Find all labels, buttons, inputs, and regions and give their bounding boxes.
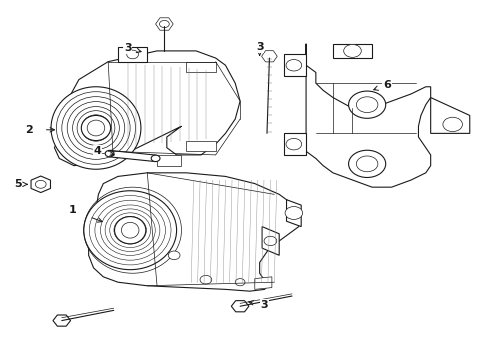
Polygon shape (255, 277, 272, 289)
Polygon shape (287, 200, 301, 226)
Circle shape (348, 91, 386, 118)
Text: 3: 3 (256, 42, 264, 52)
Polygon shape (118, 47, 147, 62)
Polygon shape (306, 44, 431, 187)
Ellipse shape (115, 217, 146, 244)
Circle shape (127, 50, 139, 59)
Circle shape (343, 44, 361, 57)
Circle shape (348, 150, 386, 177)
Polygon shape (431, 98, 470, 134)
Circle shape (356, 97, 378, 113)
Polygon shape (262, 51, 277, 62)
Circle shape (35, 180, 46, 188)
Text: 2: 2 (25, 125, 33, 135)
Text: 1: 1 (69, 206, 77, 216)
Ellipse shape (84, 191, 176, 270)
Circle shape (200, 275, 212, 284)
Circle shape (285, 207, 303, 220)
Circle shape (356, 156, 378, 172)
Circle shape (159, 21, 169, 28)
Text: 6: 6 (383, 80, 391, 90)
Polygon shape (333, 44, 372, 58)
Polygon shape (109, 150, 156, 162)
Polygon shape (284, 54, 306, 76)
Polygon shape (53, 315, 71, 326)
Polygon shape (54, 51, 240, 166)
Ellipse shape (87, 120, 105, 136)
Ellipse shape (51, 87, 141, 169)
Text: 5: 5 (14, 179, 22, 189)
Circle shape (151, 155, 160, 162)
Circle shape (105, 150, 114, 157)
Circle shape (443, 117, 463, 132)
Text: 3: 3 (261, 300, 269, 310)
Circle shape (264, 236, 277, 246)
Circle shape (168, 251, 180, 260)
Polygon shape (186, 140, 216, 151)
Polygon shape (31, 176, 50, 193)
Polygon shape (284, 134, 306, 155)
Circle shape (235, 279, 245, 286)
Polygon shape (156, 18, 173, 30)
Circle shape (286, 138, 302, 150)
Polygon shape (89, 173, 299, 291)
Text: 3: 3 (124, 43, 131, 53)
Ellipse shape (81, 116, 111, 140)
Text: 4: 4 (94, 146, 101, 156)
Circle shape (286, 59, 302, 71)
Polygon shape (186, 62, 216, 72)
Polygon shape (157, 155, 181, 166)
Polygon shape (262, 226, 279, 255)
Ellipse shape (122, 222, 139, 238)
Polygon shape (231, 301, 249, 312)
